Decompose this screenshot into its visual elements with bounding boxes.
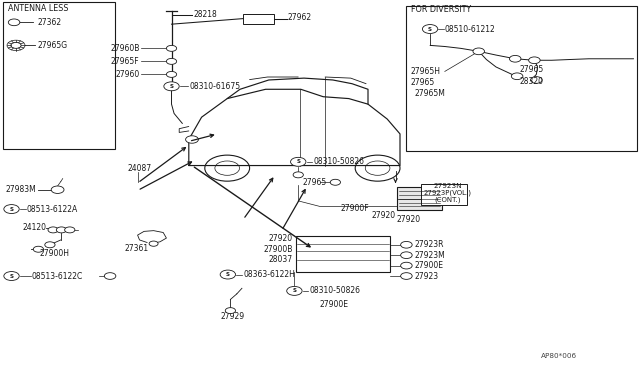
Text: S: S <box>10 273 13 279</box>
Text: ANTENNA LESS: ANTENNA LESS <box>8 4 68 13</box>
Circle shape <box>166 71 177 77</box>
Text: 24087: 24087 <box>128 164 152 173</box>
Text: 27900E: 27900E <box>320 300 349 309</box>
Circle shape <box>11 42 21 48</box>
Text: AP80*006: AP80*006 <box>541 353 577 359</box>
Circle shape <box>511 73 523 80</box>
Circle shape <box>4 205 19 214</box>
Text: 27965: 27965 <box>520 65 544 74</box>
Circle shape <box>287 286 302 295</box>
Text: 27962: 27962 <box>288 13 312 22</box>
Circle shape <box>225 308 236 314</box>
Text: 08310-50826: 08310-50826 <box>310 286 361 295</box>
Text: S: S <box>428 26 432 32</box>
Circle shape <box>401 273 412 279</box>
FancyBboxPatch shape <box>3 2 115 149</box>
Text: 08513-6122A: 08513-6122A <box>27 205 78 214</box>
FancyBboxPatch shape <box>421 184 467 205</box>
Text: 27923: 27923 <box>415 272 439 280</box>
FancyBboxPatch shape <box>296 236 390 272</box>
Text: 27929: 27929 <box>221 312 245 321</box>
Circle shape <box>65 227 75 233</box>
FancyBboxPatch shape <box>406 6 637 151</box>
Circle shape <box>104 273 116 279</box>
Text: 27920: 27920 <box>397 215 421 224</box>
Text: 28320: 28320 <box>520 77 544 86</box>
Text: 27965: 27965 <box>302 178 326 187</box>
Circle shape <box>8 19 20 26</box>
Text: 27965G: 27965G <box>37 41 67 50</box>
Circle shape <box>186 136 198 143</box>
Text: 27923P(VOL.): 27923P(VOL.) <box>424 189 472 196</box>
FancyBboxPatch shape <box>397 187 442 210</box>
Circle shape <box>149 241 158 246</box>
Circle shape <box>473 48 484 55</box>
Text: 08510-61212: 08510-61212 <box>445 25 495 33</box>
Text: 27900B: 27900B <box>264 245 293 254</box>
Circle shape <box>401 241 412 248</box>
Text: 27965H: 27965H <box>411 67 441 76</box>
Text: 27965M: 27965M <box>415 89 445 98</box>
Text: 27960: 27960 <box>115 70 140 79</box>
Circle shape <box>33 246 44 252</box>
Circle shape <box>422 25 438 33</box>
Text: 27362: 27362 <box>37 18 61 27</box>
Circle shape <box>355 155 400 181</box>
Text: S: S <box>226 272 230 277</box>
Circle shape <box>51 186 64 193</box>
Text: S: S <box>10 206 13 212</box>
Text: 27361: 27361 <box>125 244 149 253</box>
Circle shape <box>509 55 521 62</box>
Text: 08513-6122C: 08513-6122C <box>32 272 83 280</box>
Text: 27965: 27965 <box>411 78 435 87</box>
Text: 27960B: 27960B <box>110 44 140 53</box>
Text: 24120: 24120 <box>22 223 47 232</box>
Circle shape <box>166 58 177 64</box>
Text: 27900E: 27900E <box>415 261 444 270</box>
Text: (CONT.): (CONT.) <box>435 196 461 203</box>
Text: 27900H: 27900H <box>40 249 70 258</box>
Text: 27920: 27920 <box>269 234 293 243</box>
Text: 08363-6122H: 08363-6122H <box>243 270 295 279</box>
Circle shape <box>529 57 540 64</box>
Text: FOR DIVERSITY: FOR DIVERSITY <box>411 5 471 14</box>
Circle shape <box>205 155 250 181</box>
Text: 27983M: 27983M <box>5 185 36 194</box>
Circle shape <box>4 272 19 280</box>
Text: S: S <box>292 288 296 294</box>
Text: 27900F: 27900F <box>340 204 369 213</box>
Text: 28037: 28037 <box>269 255 293 264</box>
Text: S: S <box>170 84 173 89</box>
Text: 27923N: 27923N <box>434 183 462 189</box>
Circle shape <box>56 227 67 233</box>
Circle shape <box>48 227 58 233</box>
Text: 27923M: 27923M <box>415 251 445 260</box>
Text: 27923R: 27923R <box>415 240 444 249</box>
Circle shape <box>401 262 412 269</box>
Circle shape <box>45 242 55 248</box>
Circle shape <box>220 270 236 279</box>
Text: S: S <box>296 159 300 164</box>
Circle shape <box>531 77 542 83</box>
Text: 27965F: 27965F <box>111 57 140 66</box>
Circle shape <box>330 179 340 185</box>
Text: 08310-50826: 08310-50826 <box>314 157 365 166</box>
Circle shape <box>291 157 306 166</box>
Circle shape <box>401 252 412 259</box>
Text: 28218: 28218 <box>194 10 218 19</box>
Text: 08310-61675: 08310-61675 <box>189 82 241 91</box>
Circle shape <box>293 172 303 178</box>
Text: 27920: 27920 <box>371 211 396 220</box>
Circle shape <box>164 82 179 91</box>
Circle shape <box>166 45 177 51</box>
